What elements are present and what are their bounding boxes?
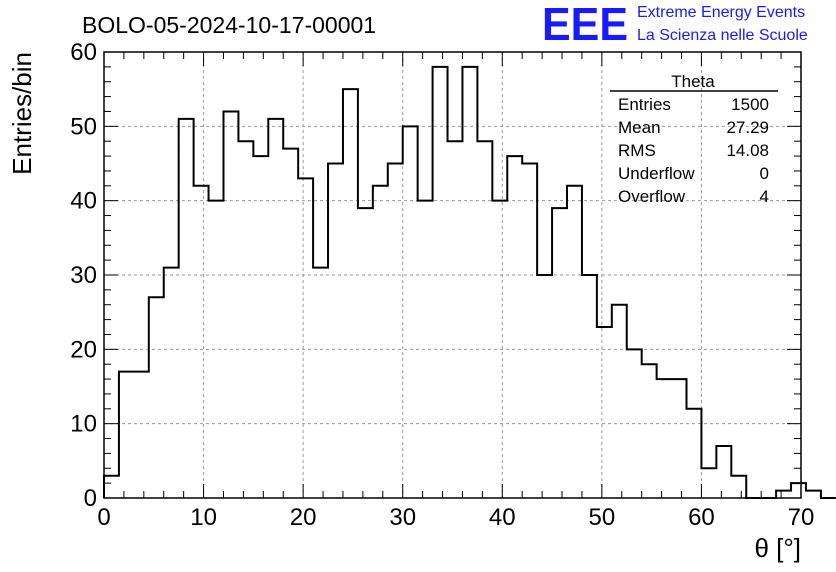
histogram-bin: [149, 297, 164, 498]
histogram-bin: [313, 268, 328, 498]
histogram-bin: [448, 141, 463, 498]
x-tick-label: 30: [389, 504, 416, 531]
histogram-bin: [209, 201, 224, 498]
stats-label-rms: RMS: [618, 141, 656, 160]
histogram-bin: [194, 186, 209, 498]
stats-label-underflow: Underflow: [618, 164, 695, 183]
histogram-bin: [298, 178, 313, 498]
histogram-bin: [776, 491, 791, 498]
histogram-bin: [477, 141, 492, 498]
histogram-bin: [358, 208, 373, 498]
histogram-bin: [253, 156, 268, 498]
histogram-bin: [791, 483, 806, 498]
stats-box: Theta Entries 1500 Mean 27.29 RMS 14.08 …: [610, 72, 778, 206]
x-tick-label: 20: [290, 504, 317, 531]
stats-value-mean: 27.29: [726, 118, 769, 137]
histogram-bin: [283, 149, 298, 498]
histogram-bin: [642, 364, 657, 498]
y-tick-label: 20: [70, 336, 97, 363]
y-tick-label: 60: [70, 39, 97, 66]
stats-value-underflow: 0: [760, 164, 769, 183]
stats-label-overflow: Overflow: [618, 187, 686, 206]
histogram-bin: [179, 119, 194, 498]
stats-title: Theta: [671, 72, 715, 91]
stats-value-overflow: 4: [760, 187, 769, 206]
histogram-bin: [672, 379, 687, 498]
stats-label-entries: Entries: [618, 95, 671, 114]
histogram-bin: [418, 201, 433, 498]
histogram-bin: [537, 275, 552, 498]
stats-value-rms: 14.08: [726, 141, 769, 160]
logo-line-2: La Scienza nelle Scuole: [637, 27, 808, 44]
histogram-bin: [328, 164, 343, 499]
histogram-bin: [238, 141, 253, 498]
y-tick-label: 10: [70, 411, 97, 438]
x-tick-label: 50: [589, 504, 616, 531]
histogram-bin: [134, 372, 149, 498]
histogram-bin: [343, 89, 358, 498]
histogram-bin: [462, 67, 477, 498]
histogram-bin: [657, 379, 672, 498]
histogram-bin: [582, 275, 597, 498]
histogram-outline: [103, 65, 836, 499]
y-tick-label: 0: [84, 485, 97, 512]
x-tick-label: 0: [97, 504, 110, 531]
histogram-bars: [103, 65, 836, 499]
histogram-bin: [223, 111, 238, 498]
histogram-bin: [522, 164, 537, 499]
histogram-bin: [612, 305, 627, 498]
histogram-bin: [268, 119, 283, 498]
stats-value-entries: 1500: [731, 95, 769, 114]
histogram-bin: [597, 327, 612, 498]
y-tick-label: 30: [70, 262, 97, 289]
histogram-bin: [164, 268, 179, 498]
histogram-bin: [403, 126, 418, 498]
y-tick-label: 40: [70, 188, 97, 215]
histogram-bin: [388, 164, 403, 499]
y-axis-label: Entries/bin: [7, 52, 37, 175]
axis-ticks: [103, 51, 802, 499]
y-tick-label: 50: [70, 113, 97, 140]
x-tick-label: 40: [489, 504, 516, 531]
histogram-bin: [507, 156, 522, 498]
stats-label-mean: Mean: [618, 118, 661, 137]
x-tick-label: 10: [190, 504, 217, 531]
histogram-bin: [373, 186, 388, 498]
x-tick-label: 70: [788, 504, 815, 531]
run-title: BOLO-05-2024-10-17-00001: [82, 12, 376, 38]
eee-logo: EEE: [542, 0, 628, 50]
histogram-bin: [806, 491, 821, 498]
histogram-bin: [492, 201, 507, 498]
histogram-bin: [552, 208, 567, 498]
x-axis-label: θ [°]: [754, 533, 801, 563]
histogram-bin: [627, 349, 642, 498]
histogram-bin: [731, 476, 746, 498]
histogram-bin: [716, 446, 731, 498]
logo-line-1: Extreme Energy Events: [637, 4, 805, 21]
x-tick-label: 60: [688, 504, 715, 531]
histogram-bin: [686, 409, 701, 498]
histogram-bin: [104, 476, 119, 498]
histogram-bin: [433, 67, 448, 498]
histogram-bin: [701, 468, 716, 498]
histogram-bin: [567, 186, 582, 498]
histogram-bin: [119, 372, 134, 498]
